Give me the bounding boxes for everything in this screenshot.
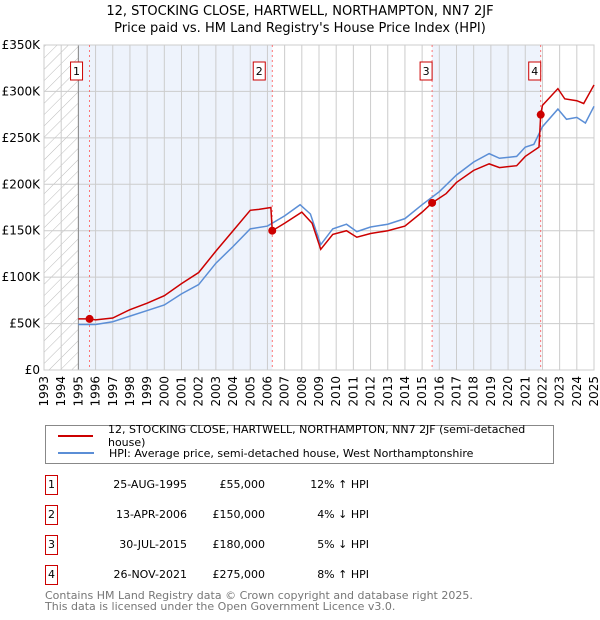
sale-date: 13-APR-2006 — [115, 508, 187, 521]
price-chart: 1993 1994 1995 1996 1997 1998 1999 2000 2001 2002… — [2, 38, 600, 407]
x-tick-label: 2017 — [450, 376, 464, 407]
x-tick-label: 1996 — [89, 376, 103, 407]
footer: Contains HM Land Registry data © Crown c… — [45, 590, 473, 612]
sale-hpi-diff: 8% ↑ HPI — [317, 568, 369, 581]
x-tick-label: 2022 — [535, 376, 549, 407]
legend-swatch-hpi — [58, 452, 94, 454]
price-line — [78, 84, 595, 321]
x-tick-label: 2006 — [260, 376, 274, 407]
x-tick-label: 2016 — [432, 376, 446, 407]
sale-marker-box — [252, 61, 266, 81]
sale-marker-number: 4 — [531, 65, 538, 78]
x-tick-label: 1993 — [37, 376, 51, 407]
footer-line-1: Contains HM Land Registry data © Crown c… — [45, 589, 473, 602]
sale-point — [85, 314, 94, 323]
x-tick-label: 2021 — [518, 376, 532, 407]
x-tick-label: 2023 — [553, 376, 567, 407]
x-tick-label: 2013 — [381, 376, 395, 407]
y-tick-label: £350K — [2, 38, 42, 52]
x-tick-label: 1994 — [54, 376, 68, 407]
x-tick-label: 2014 — [398, 376, 412, 407]
y-tick-label: £0 — [25, 363, 40, 377]
sale-marker-number: 3 — [423, 65, 430, 78]
sale-hpi-diff: 4% ↓ HPI — [317, 508, 369, 521]
x-tick-label: 2001 — [175, 376, 189, 407]
x-tick-label: 2012 — [364, 376, 378, 407]
legend: 12, STOCKING CLOSE, HARTWELL, NORTHAMPTO… — [45, 423, 554, 464]
sale-marker-box — [70, 61, 84, 81]
x-tick-label: 2003 — [209, 376, 223, 407]
x-tick-label: 2004 — [226, 376, 240, 407]
sale-marker-box — [419, 61, 433, 81]
x-tick-label: 2019 — [484, 376, 498, 407]
sale-marker-label: 1 — [45, 475, 58, 495]
sale-price: £180,000 — [212, 538, 266, 551]
sale-price: £55,000 — [219, 478, 266, 491]
x-tick-label: 1995 — [71, 376, 85, 407]
x-tick-label: 2007 — [278, 376, 292, 407]
x-tick-label: 2025 — [587, 376, 600, 407]
y-tick-label: £200K — [2, 177, 42, 191]
chart-title: 12, STOCKING CLOSE, HARTWELL, NORTHAMPTO… — [106, 4, 494, 19]
legend-swatch-property — [58, 435, 93, 437]
y-tick-label: £250K — [2, 131, 42, 145]
sale-hpi-diff: 12% ↑ HPI — [310, 478, 369, 491]
x-tick-label: 2018 — [467, 376, 481, 407]
sale-date: 30-JUL-2015 — [119, 538, 187, 551]
x-tick-label: 2020 — [501, 376, 515, 407]
plot-border — [43, 44, 595, 371]
sale-point — [536, 110, 545, 119]
sale-marker-number: 1 — [73, 65, 80, 78]
sale-point — [428, 198, 437, 207]
x-tick-label: 2002 — [192, 376, 206, 407]
y-tick-label: £300K — [2, 84, 42, 98]
x-tick-label: 2000 — [157, 376, 171, 407]
sale-marker-label: 2 — [45, 505, 58, 525]
y-tick-label: £150K — [2, 224, 42, 238]
shaded-period — [432, 45, 541, 370]
y-tick-label: £50K — [9, 317, 41, 331]
sale-point — [268, 226, 277, 235]
sale-marker-label: 3 — [45, 535, 58, 555]
footer-line-2: This data is licensed under the Open Gov… — [45, 600, 396, 613]
legend-label-property: 12, STOCKING CLOSE, HARTWELL, NORTHAMPTO… — [107, 423, 526, 449]
y-tick-label: £100K — [2, 270, 42, 284]
x-tick-label: 2011 — [346, 376, 360, 407]
sale-date: 26-NOV-2021 — [113, 568, 187, 581]
legend-label-hpi: HPI: Average price, semi-detached house,… — [109, 446, 474, 460]
hpi-line — [78, 105, 595, 326]
x-tick-label: 2009 — [312, 376, 326, 407]
sale-date: 25-AUG-1995 — [113, 478, 187, 491]
sale-price: £275,000 — [212, 568, 266, 581]
x-tick-label: 2008 — [295, 376, 309, 407]
x-tick-label: 2010 — [329, 376, 343, 407]
x-tick-label: 2024 — [570, 376, 584, 407]
x-tick-label: 1999 — [140, 376, 154, 407]
chart-subtitle: Price paid vs. HM Land Registry's House … — [114, 21, 486, 36]
x-tick-label: 1998 — [123, 376, 137, 407]
sale-marker-label: 4 — [45, 565, 58, 585]
sale-price: £150,000 — [212, 508, 266, 521]
x-tick-label: 2005 — [243, 376, 257, 407]
sale-hpi-diff: 5% ↓ HPI — [317, 538, 369, 551]
x-tick-label: 1997 — [106, 376, 120, 407]
x-tick-label: 2015 — [415, 376, 429, 407]
sale-marker-number: 2 — [256, 65, 263, 78]
sale-marker-box — [528, 61, 542, 81]
shaded-period — [78, 45, 273, 370]
